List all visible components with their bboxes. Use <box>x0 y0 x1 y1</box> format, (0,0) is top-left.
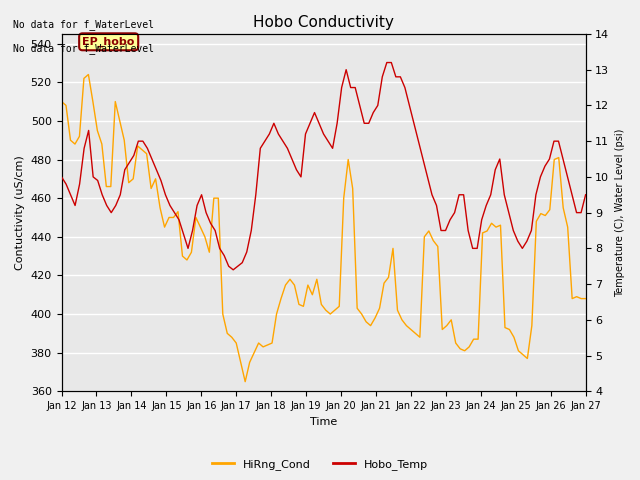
X-axis label: Time: Time <box>310 417 337 427</box>
Y-axis label: Temperature (C), Water Level (psi): Temperature (C), Water Level (psi) <box>615 129 625 297</box>
Text: No data for f_WaterLevel: No data for f_WaterLevel <box>13 43 154 54</box>
Text: No data for f_WaterLevel: No data for f_WaterLevel <box>13 19 154 30</box>
Title: Hobo Conductivity: Hobo Conductivity <box>253 15 394 30</box>
Text: EP_hobo: EP_hobo <box>83 36 135 47</box>
Y-axis label: Contuctivity (uS/cm): Contuctivity (uS/cm) <box>15 155 25 270</box>
Legend: HiRng_Cond, Hobo_Temp: HiRng_Cond, Hobo_Temp <box>207 455 433 474</box>
